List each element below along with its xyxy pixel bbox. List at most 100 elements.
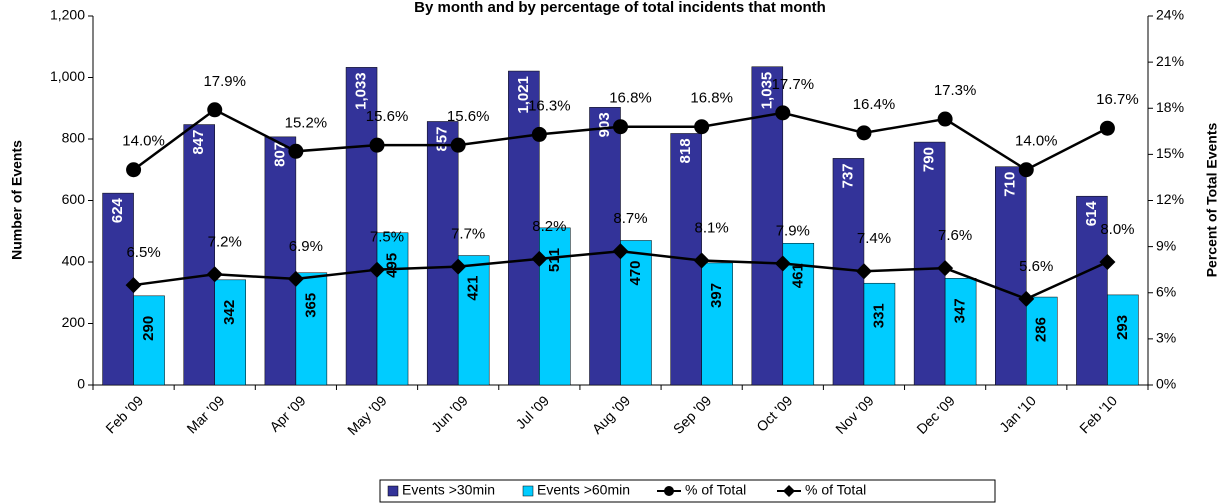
y2-axis-title: Percent of Total Events [1204,123,1220,278]
bar [295,272,328,386]
x-tick-label: Jul '09 [512,392,552,432]
bar-label: 342 [221,300,238,325]
marker [693,252,710,269]
y2-tick-label: 9% [1156,237,1176,253]
y-tick-label: 400 [62,253,86,269]
line-label: 7.6% [938,227,972,244]
bar [995,166,1027,386]
bar-label: 470 [627,260,644,285]
y2-tick-label: 24% [1156,7,1184,23]
line-label: 15.6% [366,108,409,125]
bar-label: 807 [271,142,288,167]
bar-label: 1,033 [353,72,370,110]
marker [125,277,142,294]
y2-tick-label: 0% [1156,376,1176,392]
y2-tick-label: 6% [1156,283,1176,299]
bar [1107,294,1139,386]
marker [207,102,223,118]
bar-label: 737 [839,163,856,188]
y-tick-label: 200 [62,314,86,330]
line-label: 7.4% [857,230,891,247]
x-tick-label: Feb '10 [1076,392,1120,436]
x-tick-label: May '09 [344,392,390,438]
marker [775,105,791,121]
marker [531,250,548,267]
bar-label: 1,035 [758,72,775,110]
y-tick-label: 1,000 [50,68,85,84]
y-axis-title: Number of Events [9,140,25,260]
line-label: 17.7% [772,76,815,93]
bar-label: 286 [1033,317,1050,342]
y2-tick-label: 18% [1156,99,1184,115]
marker [126,162,142,178]
marker [1099,120,1115,136]
x-tick-label: Nov '09 [832,392,877,437]
line-label: 16.8% [609,90,652,107]
line-label: 16.8% [690,90,733,107]
line-label: 17.9% [203,73,246,90]
bar-label: 397 [708,283,725,308]
bar [426,121,459,386]
bar-label: 365 [302,293,319,318]
marker [206,266,223,283]
line-label: 14.0% [1015,133,1058,150]
x-tick-label: Aug '09 [589,392,634,437]
line-label: 16.4% [853,96,896,113]
legend-swatch [522,485,534,497]
line-label: 8.0% [1100,221,1134,238]
line-label: 7.9% [776,223,810,240]
bar-label: 495 [384,253,401,278]
bar [214,279,246,386]
y2-tick-label: 21% [1156,53,1184,69]
marker [774,255,791,272]
x-tick-label: Sep '09 [670,392,715,437]
line-label: 14.0% [122,133,165,150]
marker [856,125,872,141]
marker [855,263,872,280]
marker [694,119,710,135]
marker [369,261,386,278]
x-tick-label: Feb '09 [102,392,146,436]
legend-swatch-marker [664,486,674,496]
bar-label: 818 [677,138,694,163]
line-label: 6.5% [126,244,160,261]
bar [345,67,378,386]
bar [620,240,652,386]
marker [1099,254,1116,270]
line-label: 17.3% [934,82,977,99]
marker [1018,290,1035,307]
bar-label: 331 [870,303,887,328]
bar [701,262,733,386]
bar [589,107,621,386]
legend-label: % of Total [805,482,866,498]
line-label: 5.6% [1019,258,1053,275]
marker [450,137,466,153]
bar-label: 903 [596,112,613,137]
bar [183,124,215,386]
bar-label: 624 [109,197,126,223]
legend-label: Events >60min [537,482,630,498]
legend-swatch [387,485,399,497]
x-tick-label: Mar '09 [183,392,227,436]
bar-label: 421 [465,276,482,301]
line-label: 8.1% [695,219,729,236]
bar [264,136,297,386]
legend-label: Events >30min [402,482,495,498]
bar [751,66,784,386]
bar-label: 614 [1083,201,1100,227]
marker [1018,162,1034,178]
bar [457,255,490,386]
x-tick-label: Apr '09 [266,392,309,435]
chart-title: By month and by percentage of total inci… [414,0,826,16]
y-tick-label: 600 [62,191,86,207]
y2-tick-label: 3% [1156,330,1176,346]
bar-label: 847 [190,130,207,155]
line-label: 7.2% [208,233,242,250]
legend-swatch-marker [783,485,795,497]
x-tick-label: Jun '09 [428,392,471,435]
y2-tick-label: 12% [1156,191,1184,207]
line-label: 7.5% [370,229,404,246]
bar-label: 461 [789,263,806,288]
